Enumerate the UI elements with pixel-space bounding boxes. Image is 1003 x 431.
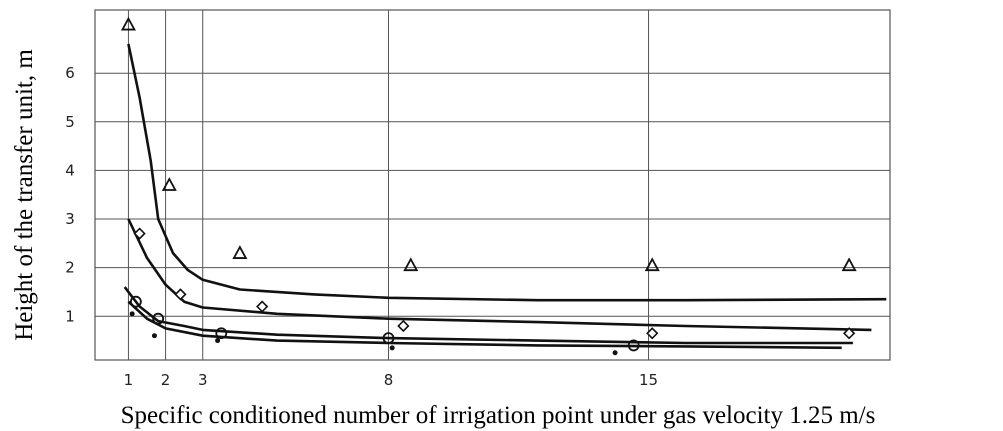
data-point-diamond xyxy=(397,319,410,333)
data-point-triangle xyxy=(644,257,660,272)
data-point-diamond xyxy=(256,300,269,313)
x-tick-label: 2 xyxy=(161,371,171,389)
data-point-triangle xyxy=(232,245,248,259)
y-tick-label: 6 xyxy=(65,64,75,82)
y-tick-label: 2 xyxy=(65,259,75,277)
fitted-curve xyxy=(123,286,853,345)
data-point-triangle xyxy=(120,16,136,31)
x-tick-label: 1 xyxy=(124,371,134,389)
data-point-dot xyxy=(389,345,395,351)
data-point-dot xyxy=(612,350,618,356)
grid xyxy=(94,9,891,361)
y-tick-label: 1 xyxy=(65,307,75,325)
data-point-circle xyxy=(627,339,640,352)
data-point-triangle xyxy=(403,257,419,272)
y-tick-label: 4 xyxy=(65,161,75,179)
x-tick-label: 8 xyxy=(384,371,394,389)
fitted-curve xyxy=(127,300,842,350)
fitted-curve xyxy=(127,43,887,302)
data-point-dot xyxy=(129,311,135,317)
data-point-circle xyxy=(129,295,142,308)
x-axis-title: Specific conditioned number of irrigatio… xyxy=(121,402,876,429)
x-tick-label: 15 xyxy=(639,371,658,389)
x-tick-label: 3 xyxy=(198,371,208,389)
plot-frame xyxy=(94,9,891,361)
data-point-circle xyxy=(215,327,228,340)
data-point-circle xyxy=(152,312,165,325)
tick-labels: 1 2 3 4 5 6 1 2 3 8 15 xyxy=(65,64,658,389)
data-point-dot xyxy=(215,338,221,344)
data-markers xyxy=(120,16,857,356)
y-tick-label: 3 xyxy=(65,210,75,228)
fitted-curve xyxy=(127,218,872,332)
y-axis-title: Height of the transfer unit, m xyxy=(11,49,38,341)
data-point-circle xyxy=(382,332,395,345)
data-point-diamond xyxy=(133,227,146,240)
data-point-triangle xyxy=(841,257,857,272)
data-point-diamond xyxy=(646,327,659,340)
data-point-triangle xyxy=(161,177,177,191)
y-tick-label: 5 xyxy=(65,113,75,131)
data-point-dot xyxy=(151,333,157,339)
data-point-diamond xyxy=(174,288,187,301)
fitted-curves xyxy=(123,43,887,350)
data-point-diamond xyxy=(843,327,856,340)
